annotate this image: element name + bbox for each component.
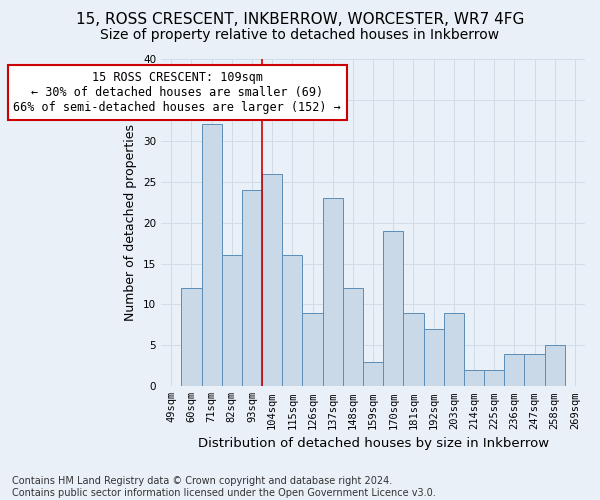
- Bar: [464, 370, 484, 386]
- Bar: [363, 362, 383, 386]
- Bar: [424, 329, 444, 386]
- Bar: [545, 346, 565, 387]
- Text: Contains HM Land Registry data © Crown copyright and database right 2024.
Contai: Contains HM Land Registry data © Crown c…: [12, 476, 436, 498]
- Bar: [222, 256, 242, 386]
- Bar: [302, 312, 323, 386]
- Bar: [343, 288, 363, 386]
- Text: 15, ROSS CRESCENT, INKBERROW, WORCESTER, WR7 4FG: 15, ROSS CRESCENT, INKBERROW, WORCESTER,…: [76, 12, 524, 28]
- Y-axis label: Number of detached properties: Number of detached properties: [124, 124, 137, 321]
- Bar: [202, 124, 222, 386]
- Bar: [181, 288, 202, 386]
- Bar: [484, 370, 504, 386]
- Bar: [282, 256, 302, 386]
- Bar: [383, 231, 403, 386]
- Bar: [403, 312, 424, 386]
- Bar: [524, 354, 545, 386]
- Bar: [444, 312, 464, 386]
- Text: Size of property relative to detached houses in Inkberrow: Size of property relative to detached ho…: [100, 28, 500, 42]
- Bar: [262, 174, 282, 386]
- Bar: [504, 354, 524, 386]
- Text: 15 ROSS CRESCENT: 109sqm
← 30% of detached houses are smaller (69)
66% of semi-d: 15 ROSS CRESCENT: 109sqm ← 30% of detach…: [13, 72, 341, 114]
- X-axis label: Distribution of detached houses by size in Inkberrow: Distribution of detached houses by size …: [197, 437, 548, 450]
- Bar: [323, 198, 343, 386]
- Bar: [242, 190, 262, 386]
